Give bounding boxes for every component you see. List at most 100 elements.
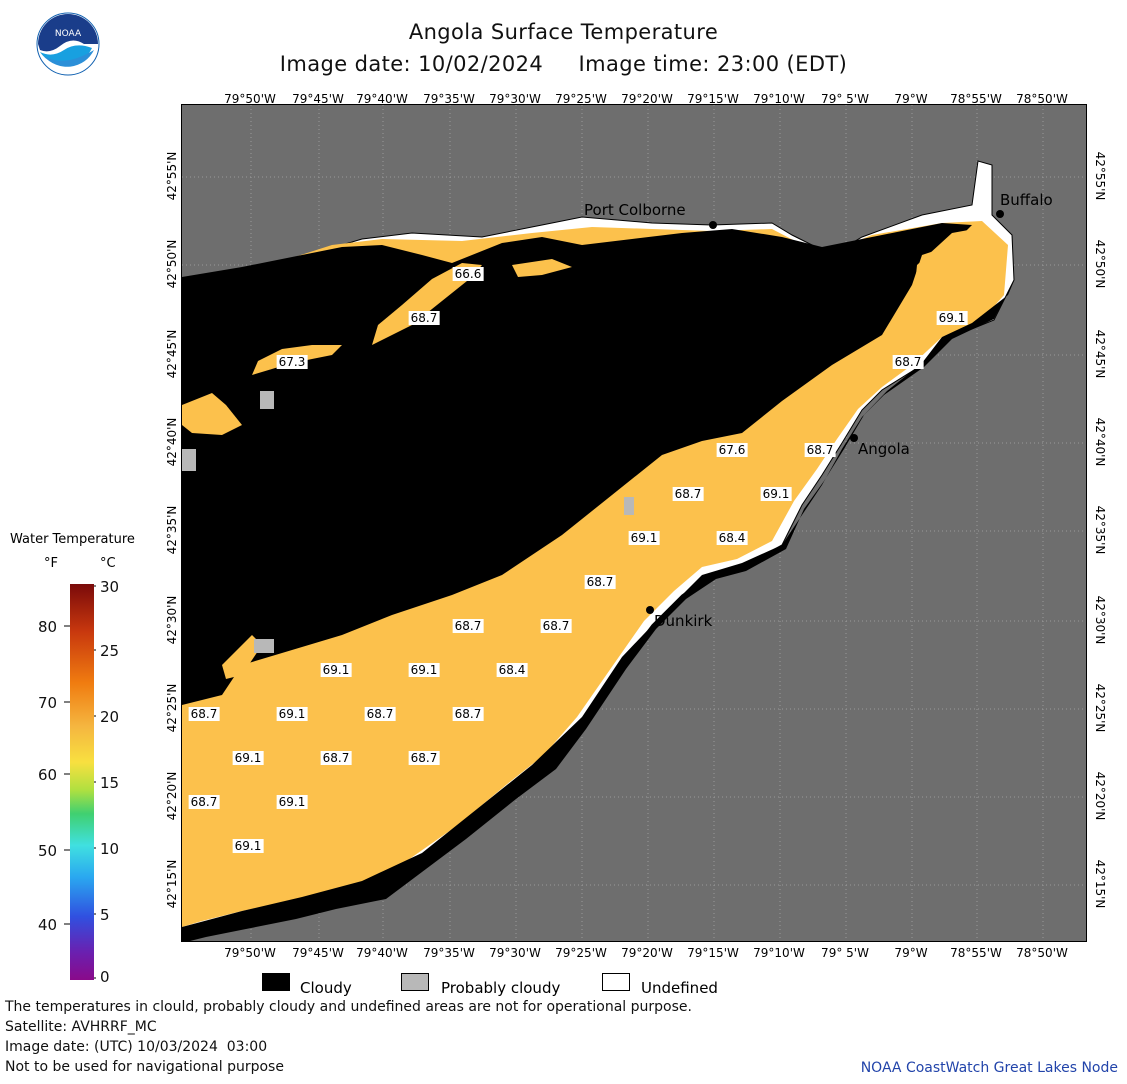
lat-label-right: 42°45'N (1093, 329, 1107, 379)
lon-label-top: 79°50'W (224, 92, 276, 106)
lat-label-right: 42°30'N (1093, 595, 1107, 645)
city-label-buffalo: Buffalo (1000, 191, 1053, 209)
lat-label-left: 42°20'N (165, 771, 179, 821)
probably-cloudy-area (260, 391, 274, 409)
fahrenheit-tick: 60 (38, 766, 58, 784)
lat-label-left: 42°40'N (165, 417, 179, 467)
lon-label-bottom: 79° 5'W (821, 946, 869, 960)
cloud-area (182, 223, 972, 705)
lon-label-top: 79°15'W (687, 92, 739, 106)
celsius-tick: 10 (100, 840, 120, 858)
unit-fahrenheit: °F (44, 556, 58, 571)
temp-label: 66.6 (452, 267, 484, 281)
lat-label-right: 42°50'N (1093, 239, 1107, 289)
lon-label-bottom: 79°15'W (687, 946, 739, 960)
fahrenheit-tick: 80 (38, 618, 58, 636)
satellite-text: Satellite: AVHRRF_MC (5, 1019, 157, 1035)
noaa-logo-icon: NOAA (36, 12, 100, 76)
celsius-tick: 0 (100, 968, 110, 986)
temp-label: 68.7 (408, 311, 440, 325)
temp-label: 69.1 (408, 663, 440, 677)
lon-label-top: 78°50'W (1016, 92, 1068, 106)
water-patch (892, 229, 982, 365)
probably-cloudy-label: Probably cloudy (441, 979, 561, 997)
temp-label: 69.1 (276, 795, 308, 809)
utc-date-text: Image date: (UTC) 10/03/2024 03:00 (5, 1039, 268, 1055)
water-patch (182, 393, 242, 435)
fahrenheit-tick: 70 (38, 694, 58, 712)
temp-label: 67.6 (716, 443, 748, 457)
temp-label: 68.4 (496, 663, 528, 677)
probably-cloudy-area (254, 639, 274, 653)
temp-label: 67.3 (276, 355, 308, 369)
lon-label-top: 79°W (894, 92, 928, 106)
city-label-dunkirk: Dunkirk (654, 612, 713, 630)
lon-label-top: 79°30'W (489, 92, 541, 106)
temp-label: 68.7 (320, 751, 352, 765)
lat-label-right: 42°40'N (1093, 417, 1107, 467)
credit-text: NOAA CoastWatch Great Lakes Node (860, 1060, 1118, 1076)
lat-label-left: 42°25'N (165, 683, 179, 733)
temp-label: 68.7 (364, 707, 396, 721)
celsius-tick: 30 (100, 578, 120, 596)
temp-label: 68.7 (540, 619, 572, 633)
probably-cloudy-swatch (401, 973, 429, 991)
temp-label: 68.7 (452, 619, 484, 633)
page-title: Angola Surface Temperature (408, 20, 719, 44)
disclaimer-text: The temperatures in clould, probably clo… (5, 999, 692, 1015)
city-label-angola: Angola (858, 440, 910, 458)
fahrenheit-tick: 50 (38, 842, 58, 860)
lon-label-top: 78°55'W (950, 92, 1002, 106)
cloudy-swatch (262, 973, 290, 991)
lon-label-top: 79°25'W (555, 92, 607, 106)
celsius-tick: 5 (100, 906, 110, 924)
water-patch (512, 259, 572, 277)
lon-label-bottom: 79°30'W (489, 946, 541, 960)
svg-text:NOAA: NOAA (55, 29, 82, 39)
lon-label-bottom: 79°50'W (224, 946, 276, 960)
lon-label-bottom: 79°25'W (555, 946, 607, 960)
lon-label-bottom: 79°40'W (356, 946, 408, 960)
lat-label-left: 42°55'N (165, 151, 179, 201)
fahrenheit-tick: 40 (38, 916, 58, 934)
temp-label: 68.7 (188, 795, 220, 809)
legend-title: Water Temperature (10, 532, 135, 547)
temperature-color-scale (64, 584, 96, 980)
lat-label-left: 42°45'N (165, 329, 179, 379)
lat-label-right: 42°25'N (1093, 683, 1107, 733)
lon-label-bottom: 79°10'W (753, 946, 805, 960)
temp-label: 69.1 (936, 311, 968, 325)
lat-label-right: 42°20'N (1093, 771, 1107, 821)
probably-cloudy-area (182, 449, 196, 471)
lat-label-left: 42°30'N (165, 595, 179, 645)
city-marker (850, 434, 858, 442)
lon-label-top: 79°35'W (423, 92, 475, 106)
city-marker (996, 210, 1004, 218)
lon-label-bottom: 79°45'W (292, 946, 344, 960)
temp-label: 68.7 (188, 707, 220, 721)
map-canvas (182, 105, 1086, 941)
navigation-warning-text: Not to be used for navigational purpose (5, 1059, 284, 1075)
temp-label: 68.7 (408, 751, 440, 765)
unit-celsius: °C (100, 556, 116, 571)
lat-label-left: 42°35'N (165, 505, 179, 555)
city-marker (646, 606, 654, 614)
lat-label-right: 42°55'N (1093, 151, 1107, 201)
image-datetime: Image date: 10/02/2024 Image time: 23:00… (279, 52, 848, 76)
lon-label-bottom: 78°50'W (1016, 946, 1068, 960)
temp-label: 68.4 (716, 531, 748, 545)
temp-label: 68.7 (452, 707, 484, 721)
lat-label-left: 42°15'N (165, 859, 179, 909)
undefined-swatch (602, 973, 630, 991)
city-label-port-colborne: Port Colborne (584, 201, 686, 219)
lat-label-right: 42°35'N (1093, 505, 1107, 555)
lon-label-bottom: 79°20'W (621, 946, 673, 960)
temp-label: 69.1 (232, 751, 264, 765)
temp-label: 68.7 (804, 443, 836, 457)
lon-label-top: 79°45'W (292, 92, 344, 106)
lon-label-bottom: 78°55'W (950, 946, 1002, 960)
celsius-tick: 25 (100, 642, 120, 660)
lon-label-top: 79°10'W (753, 92, 805, 106)
water-patch (372, 263, 482, 345)
temp-label: 68.7 (584, 575, 616, 589)
